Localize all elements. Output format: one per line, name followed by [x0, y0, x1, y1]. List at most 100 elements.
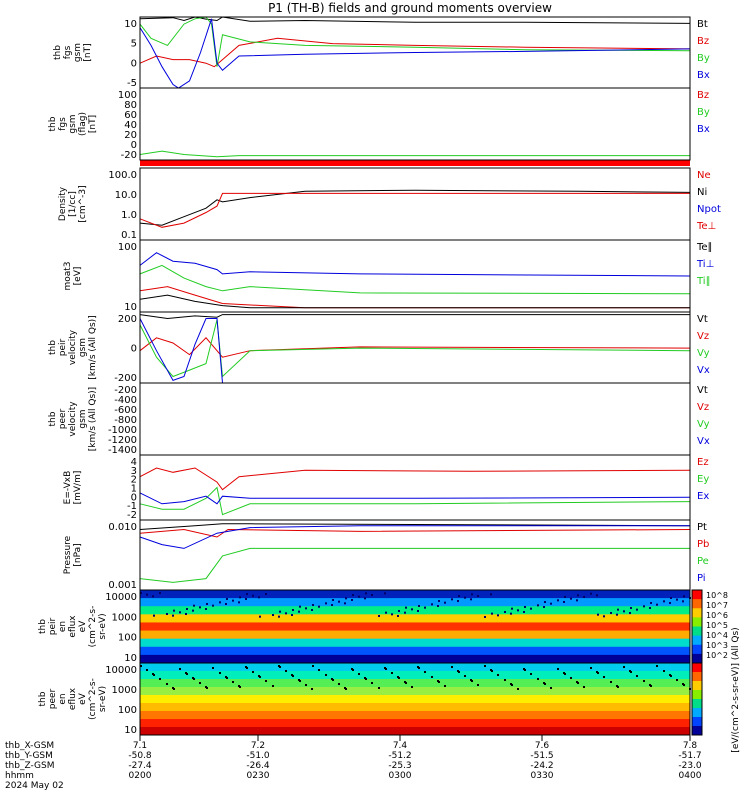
y-axis-label-line: [nT] — [83, 43, 93, 61]
series-line-blue — [139, 18, 691, 89]
colorbar-swatch — [692, 608, 702, 618]
colorbar: 10^810^710^610^510^410^310^2 [eV/(cm^2-s-… — [691, 589, 741, 753]
spectrogram-speckle — [510, 683, 512, 685]
spectrogram-speckle — [477, 595, 479, 597]
spectrogram-speckle — [193, 604, 195, 607]
spectrogram-speckle — [199, 606, 201, 609]
series-line-red — [139, 286, 690, 309]
panel-8: 0.010 0.001 Pressure [nPa] Pt Pb Pe Pi — [63, 519, 709, 591]
spectrogram-speckle — [682, 683, 684, 685]
spectrogram-speckle — [544, 601, 546, 603]
spectrogram-speckle — [411, 608, 413, 611]
spectrogram-speckle — [212, 667, 214, 669]
ephemeris-value: 0230 — [247, 771, 270, 781]
spectrogram-speckle — [583, 686, 585, 688]
spectrogram-speckle — [351, 599, 353, 601]
y-tick-label: -1 — [127, 501, 137, 512]
spectrogram-speckle — [364, 597, 366, 600]
legend-entry: Ti∥ — [696, 276, 711, 287]
colorbar-swatch — [692, 626, 702, 637]
series-line-green — [139, 16, 691, 67]
spectrogram-speckle — [192, 677, 194, 679]
spectrogram-speckle — [504, 611, 506, 613]
spectrogram-speckle — [285, 612, 287, 615]
spectrogram-speckle — [543, 682, 545, 684]
series-line-blue — [139, 252, 691, 277]
colorbar-swatch — [692, 617, 702, 627]
y-axis-label-line: [mV/m] — [73, 471, 83, 505]
y-tick-label: 100 — [118, 90, 137, 101]
spectrogram-speckle — [345, 597, 347, 600]
y-axis-label-line: gsm — [78, 338, 88, 357]
spectrogram-speckle — [643, 680, 645, 682]
y-axis-label-line: fgs — [58, 117, 68, 131]
spectrogram-speckle — [185, 613, 187, 615]
colorbar-swatch — [692, 653, 702, 664]
spectrogram-band — [140, 727, 690, 736]
spectrogram-speckle — [179, 611, 181, 614]
spectrogram-speckle — [272, 685, 274, 687]
spectrogram-speckle — [583, 596, 585, 598]
spectrogram-speckle — [265, 593, 267, 595]
spectrogram-speckle — [305, 607, 307, 610]
spectrogram-speckle — [166, 613, 168, 615]
spectrogram-speckle — [643, 605, 645, 608]
spectrogram-speckle — [623, 666, 625, 668]
y-tick-label: 0 — [131, 344, 137, 355]
y-axis-label-line: thb — [48, 116, 58, 131]
spectrogram-band — [140, 695, 690, 704]
panel-frame — [139, 519, 691, 591]
spectrogram-speckle — [590, 592, 592, 595]
y-tick-label: -2 — [127, 510, 137, 521]
spectrogram-speckle — [245, 598, 247, 600]
series-line-red — [139, 37, 691, 68]
spectrogram-speckle — [199, 682, 201, 684]
colorbar-swatch — [692, 590, 702, 600]
spectrogram-speckle — [576, 599, 578, 602]
y-axis-label: thb peer velocity gsm [km/s (All Qs)] — [48, 387, 98, 451]
spectrogram-speckle — [311, 609, 313, 611]
y-tick-label: 80 — [124, 100, 137, 111]
spectrogram-speckle — [365, 592, 367, 595]
series-line-blue — [139, 525, 690, 549]
legend-entry: Ey — [697, 474, 709, 485]
y-tick-label: 4 — [131, 457, 137, 468]
spectrogram-speckle — [312, 665, 314, 667]
spectrogram-speckle — [437, 680, 439, 682]
y-tick-label: 10000 — [105, 592, 137, 603]
spectrogram-speckle — [557, 668, 559, 670]
panel-10: 10000 1000 100 10 thb peer en eflux eV (cm^2-s-sr… — [38, 662, 691, 736]
y-axis-label-line: [eV] — [73, 267, 83, 286]
y-tick-label: 0 — [131, 492, 137, 503]
ephemeris-value: -51.7 — [678, 751, 701, 761]
panel-frame — [139, 662, 691, 736]
spectrogram-speckle — [364, 677, 366, 679]
spectrogram-speckle — [683, 595, 685, 598]
colorbar-tick: 10^2 — [706, 651, 728, 660]
spectrogram-speckle — [404, 681, 406, 683]
ephemeris-value: 0330 — [531, 771, 554, 781]
ephemeris-row-label: 2024 May 02 — [5, 781, 64, 791]
spectrogram-speckle — [331, 604, 333, 606]
spectrogram-speckle — [610, 612, 612, 614]
spectrogram-speckle — [596, 671, 598, 673]
spectrogram-speckle — [172, 614, 174, 617]
spectrogram-speckle — [397, 615, 399, 617]
spectrogram-speckle — [603, 676, 605, 678]
spectrogram-speckle — [590, 667, 592, 669]
spectrogram-speckle — [510, 612, 512, 615]
spectrogram-speckle — [397, 676, 399, 678]
spectrogram-speckle — [298, 610, 300, 613]
spectrogram-speckle — [517, 609, 519, 612]
legend-entry: Bz — [697, 90, 709, 101]
y-tick-label: 0.1 — [121, 230, 137, 241]
y-tick-label: -1400 — [108, 445, 137, 456]
y-axis-label-line: [km/s (All Qs)] — [88, 315, 98, 379]
series-line-red — [139, 467, 691, 491]
spectrogram-speckle — [258, 596, 260, 599]
spectrogram-speckle — [259, 615, 261, 618]
spectrogram-speckle — [517, 688, 519, 690]
spectrogram-speckle — [332, 599, 334, 601]
y-axis-label-line: thb — [48, 340, 58, 355]
legend-entry: Pi — [697, 573, 706, 584]
